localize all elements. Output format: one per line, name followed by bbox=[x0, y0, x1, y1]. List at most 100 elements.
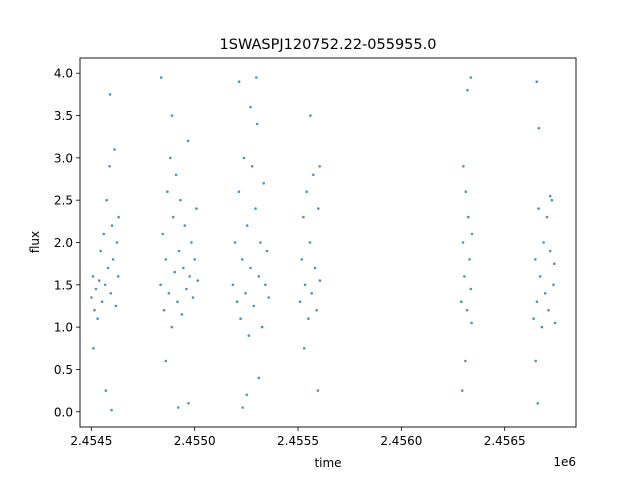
data-point bbox=[113, 148, 116, 151]
data-point bbox=[300, 258, 304, 261]
x-tick-label: 2.4560 bbox=[380, 434, 422, 448]
data-point bbox=[186, 139, 190, 143]
y-tick-label: 1.0 bbox=[54, 321, 73, 335]
data-point bbox=[182, 266, 185, 270]
x-tick-label: 2.4550 bbox=[174, 434, 216, 448]
data-point bbox=[167, 292, 171, 295]
data-point bbox=[464, 359, 467, 363]
data-point bbox=[177, 249, 181, 253]
data-point bbox=[254, 207, 257, 210]
data-point bbox=[537, 126, 541, 130]
data-point bbox=[542, 241, 545, 244]
data-point bbox=[267, 296, 271, 299]
data-point bbox=[313, 266, 317, 270]
data-point bbox=[185, 287, 188, 291]
data-point bbox=[548, 194, 552, 198]
data-point bbox=[109, 292, 113, 295]
data-point bbox=[260, 325, 264, 329]
data-point bbox=[318, 279, 322, 282]
data-point bbox=[91, 275, 95, 278]
data-point bbox=[259, 241, 262, 244]
data-point bbox=[100, 300, 104, 304]
x-axis-label: time bbox=[314, 456, 341, 470]
data-point bbox=[187, 402, 190, 405]
data-point bbox=[257, 275, 261, 278]
data-point bbox=[466, 88, 469, 92]
y-axis-label: flux bbox=[28, 231, 42, 253]
data-point bbox=[535, 300, 539, 304]
data-point bbox=[464, 190, 468, 193]
data-point bbox=[249, 105, 252, 109]
data-point bbox=[103, 283, 107, 287]
data-point bbox=[468, 258, 471, 261]
data-point bbox=[170, 114, 174, 117]
data-point bbox=[111, 258, 115, 261]
data-point bbox=[535, 80, 538, 83]
data-point bbox=[245, 393, 249, 397]
data-point bbox=[114, 304, 118, 308]
data-point bbox=[242, 156, 246, 160]
data-point bbox=[108, 165, 111, 168]
data-point bbox=[252, 304, 256, 308]
data-point bbox=[245, 224, 249, 227]
data-point bbox=[534, 359, 537, 363]
data-point bbox=[92, 347, 95, 350]
x-axis-offset-label: 1e6 bbox=[553, 455, 576, 469]
data-point bbox=[183, 224, 187, 227]
data-point bbox=[174, 173, 178, 177]
data-point bbox=[307, 317, 310, 321]
data-point bbox=[191, 296, 195, 299]
data-point bbox=[190, 241, 193, 244]
data-point bbox=[545, 215, 549, 219]
data-point bbox=[159, 283, 162, 287]
data-point bbox=[196, 279, 200, 282]
data-point bbox=[159, 76, 163, 79]
data-point bbox=[235, 300, 239, 304]
data-point bbox=[176, 300, 179, 304]
data-point bbox=[298, 300, 302, 304]
data-point bbox=[161, 232, 164, 236]
data-point bbox=[548, 249, 552, 253]
data-point bbox=[249, 266, 252, 270]
y-tick-label: 2.0 bbox=[54, 236, 73, 250]
data-point bbox=[164, 258, 168, 261]
chart-title: 1SWASPJ120752.22-055955.0 bbox=[220, 37, 437, 53]
data-point bbox=[110, 224, 114, 227]
data-point bbox=[465, 308, 469, 312]
data-point bbox=[550, 198, 554, 202]
data-point bbox=[537, 207, 540, 210]
data-point bbox=[265, 249, 269, 253]
data-point bbox=[461, 241, 465, 244]
data-point bbox=[239, 317, 242, 321]
data-point bbox=[233, 241, 237, 244]
data-point bbox=[110, 408, 113, 412]
data-point bbox=[94, 287, 98, 291]
data-point bbox=[257, 376, 261, 380]
data-point bbox=[305, 190, 309, 193]
y-tick-label: 3.0 bbox=[54, 151, 73, 165]
x-tick-label: 2.4545 bbox=[70, 434, 112, 448]
data-point bbox=[254, 76, 258, 79]
data-point bbox=[316, 389, 320, 392]
y-tick-label: 0.5 bbox=[54, 363, 73, 377]
data-point bbox=[262, 182, 266, 185]
data-point bbox=[237, 80, 241, 83]
data-point bbox=[467, 215, 470, 219]
data-points bbox=[90, 76, 557, 412]
data-point bbox=[169, 156, 172, 160]
data-point bbox=[176, 406, 180, 409]
data-point bbox=[302, 215, 305, 219]
data-point bbox=[106, 266, 110, 270]
x-tick-label: 2.4565 bbox=[484, 434, 526, 448]
data-point bbox=[538, 275, 542, 278]
data-point bbox=[188, 275, 191, 278]
data-point bbox=[105, 198, 108, 202]
data-point bbox=[469, 287, 473, 291]
data-point bbox=[164, 359, 168, 363]
y-tick-label: 3.5 bbox=[54, 109, 73, 123]
data-point bbox=[315, 308, 318, 312]
data-point bbox=[173, 270, 176, 274]
data-point bbox=[463, 275, 466, 278]
data-point bbox=[96, 317, 99, 321]
